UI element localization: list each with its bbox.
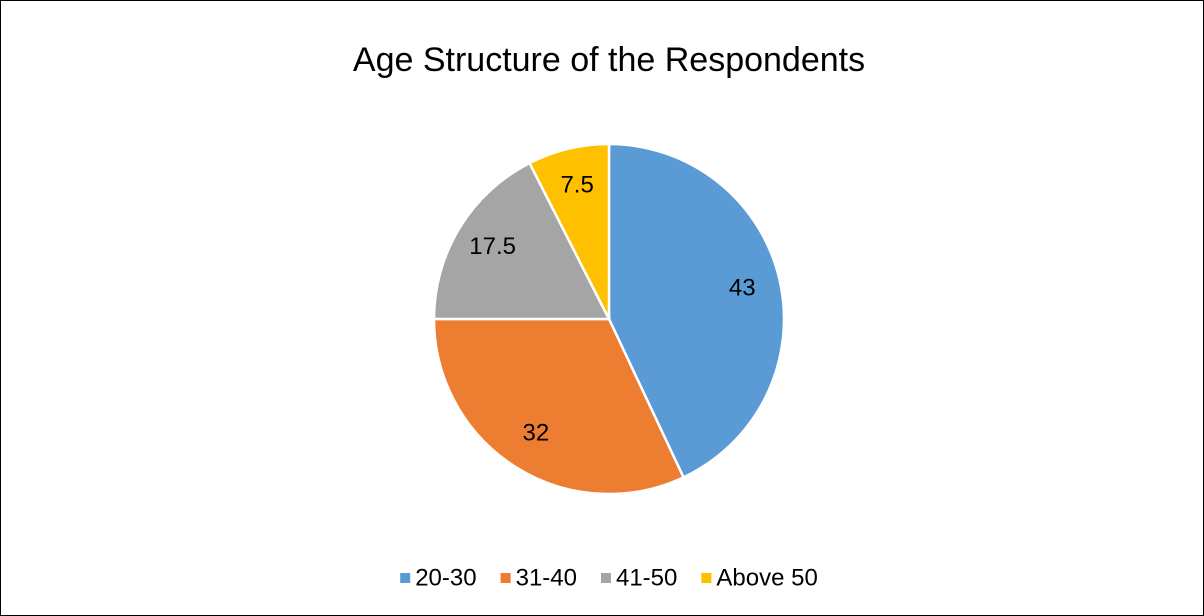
legend-swatch (701, 573, 712, 583)
data-label: 7.5 (560, 172, 593, 199)
chart-title: Age Structure of the Respondents (353, 41, 865, 79)
legend-label: Above 50 (716, 564, 817, 591)
pie-slice (607, 142, 786, 480)
data-label: 32 (523, 420, 550, 447)
pie-slice (527, 142, 611, 320)
data-label: 43 (729, 275, 756, 302)
data-label: 17.5 (469, 233, 516, 260)
legend-label: 20-30 (415, 564, 476, 591)
pie-slice (432, 317, 686, 496)
pie-slice (432, 161, 612, 321)
legend-swatch (400, 573, 411, 583)
legend-label: 31-40 (516, 564, 577, 591)
legend-swatch (500, 573, 511, 583)
legend-swatch (600, 573, 611, 583)
legend-label: 41-50 (616, 564, 677, 591)
